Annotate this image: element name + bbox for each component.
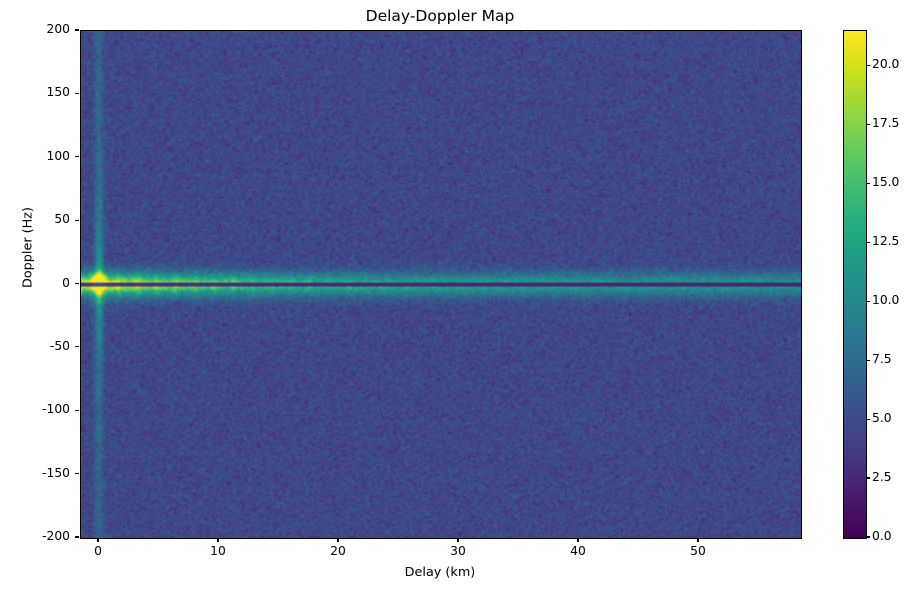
y-tick-mark: [75, 219, 79, 221]
x-tick-mark: [217, 538, 219, 542]
x-tick-label: 30: [450, 544, 466, 558]
x-tick-label: 50: [690, 544, 706, 558]
colorbar-tick-mark: [866, 64, 870, 66]
y-tick-label: 100: [46, 148, 70, 163]
y-tick-label: -200: [42, 529, 70, 543]
y-tick-label: 50: [54, 212, 70, 227]
x-tick-label: 40: [570, 544, 586, 558]
colorbar-tick-label: 10.0: [872, 293, 900, 308]
colorbar-tick-label: 20.0: [872, 57, 900, 72]
colorbar-tick-label: 0.0: [872, 529, 892, 543]
colorbar-tick-mark: [866, 300, 870, 302]
colorbar-tick-mark: [866, 359, 870, 361]
y-tick-mark: [75, 156, 79, 158]
colorbar-gradient: [844, 31, 866, 538]
x-tick-label: 0: [94, 544, 102, 558]
page-title: Delay-Doppler Map: [365, 7, 515, 25]
x-tick-mark: [697, 538, 699, 542]
x-tick-mark: [337, 538, 339, 542]
colorbar-tick-label: 17.5: [872, 116, 900, 131]
x-tick-label: 20: [330, 544, 346, 558]
x-tick-mark: [577, 538, 579, 542]
y-tick-mark: [75, 346, 79, 348]
heatmap-plot-area: [80, 30, 802, 539]
colorbar-tick-mark: [866, 182, 870, 184]
y-tick-mark: [75, 92, 79, 94]
y-tick-label: -100: [42, 402, 70, 417]
colorbar-tick-mark: [866, 123, 870, 125]
colorbar-tick-label: 15.0: [872, 175, 900, 190]
y-tick-mark: [75, 29, 79, 31]
y-tick-label: -150: [42, 465, 70, 480]
y-tick-mark: [75, 536, 79, 538]
y-tick-label: 200: [46, 22, 70, 36]
colorbar-tick-mark: [866, 241, 870, 243]
colorbar-tick-label: 12.5: [872, 234, 900, 249]
y-tick-label: -50: [49, 338, 70, 353]
x-tick-mark: [457, 538, 459, 542]
y-tick-label: 0: [62, 275, 70, 290]
colorbar-tick-mark: [866, 418, 870, 420]
colorbar-tick-mark: [866, 536, 870, 538]
colorbar-tick-label: 5.0: [872, 411, 892, 426]
x-tick-label: 10: [210, 544, 226, 558]
heatmap-image: [81, 31, 801, 538]
x-tick-mark: [97, 538, 99, 542]
y-tick-mark: [75, 473, 79, 475]
colorbar: [843, 30, 867, 539]
x-axis-label: Delay (km): [404, 565, 476, 580]
y-tick-label: 150: [46, 85, 70, 100]
y-tick-mark: [75, 409, 79, 411]
y-axis-label: Doppler (Hz): [20, 207, 36, 289]
colorbar-tick-label: 2.5: [872, 470, 892, 485]
colorbar-tick-label: 7.5: [872, 352, 892, 367]
y-tick-mark: [75, 282, 79, 285]
colorbar-tick-mark: [866, 477, 870, 479]
